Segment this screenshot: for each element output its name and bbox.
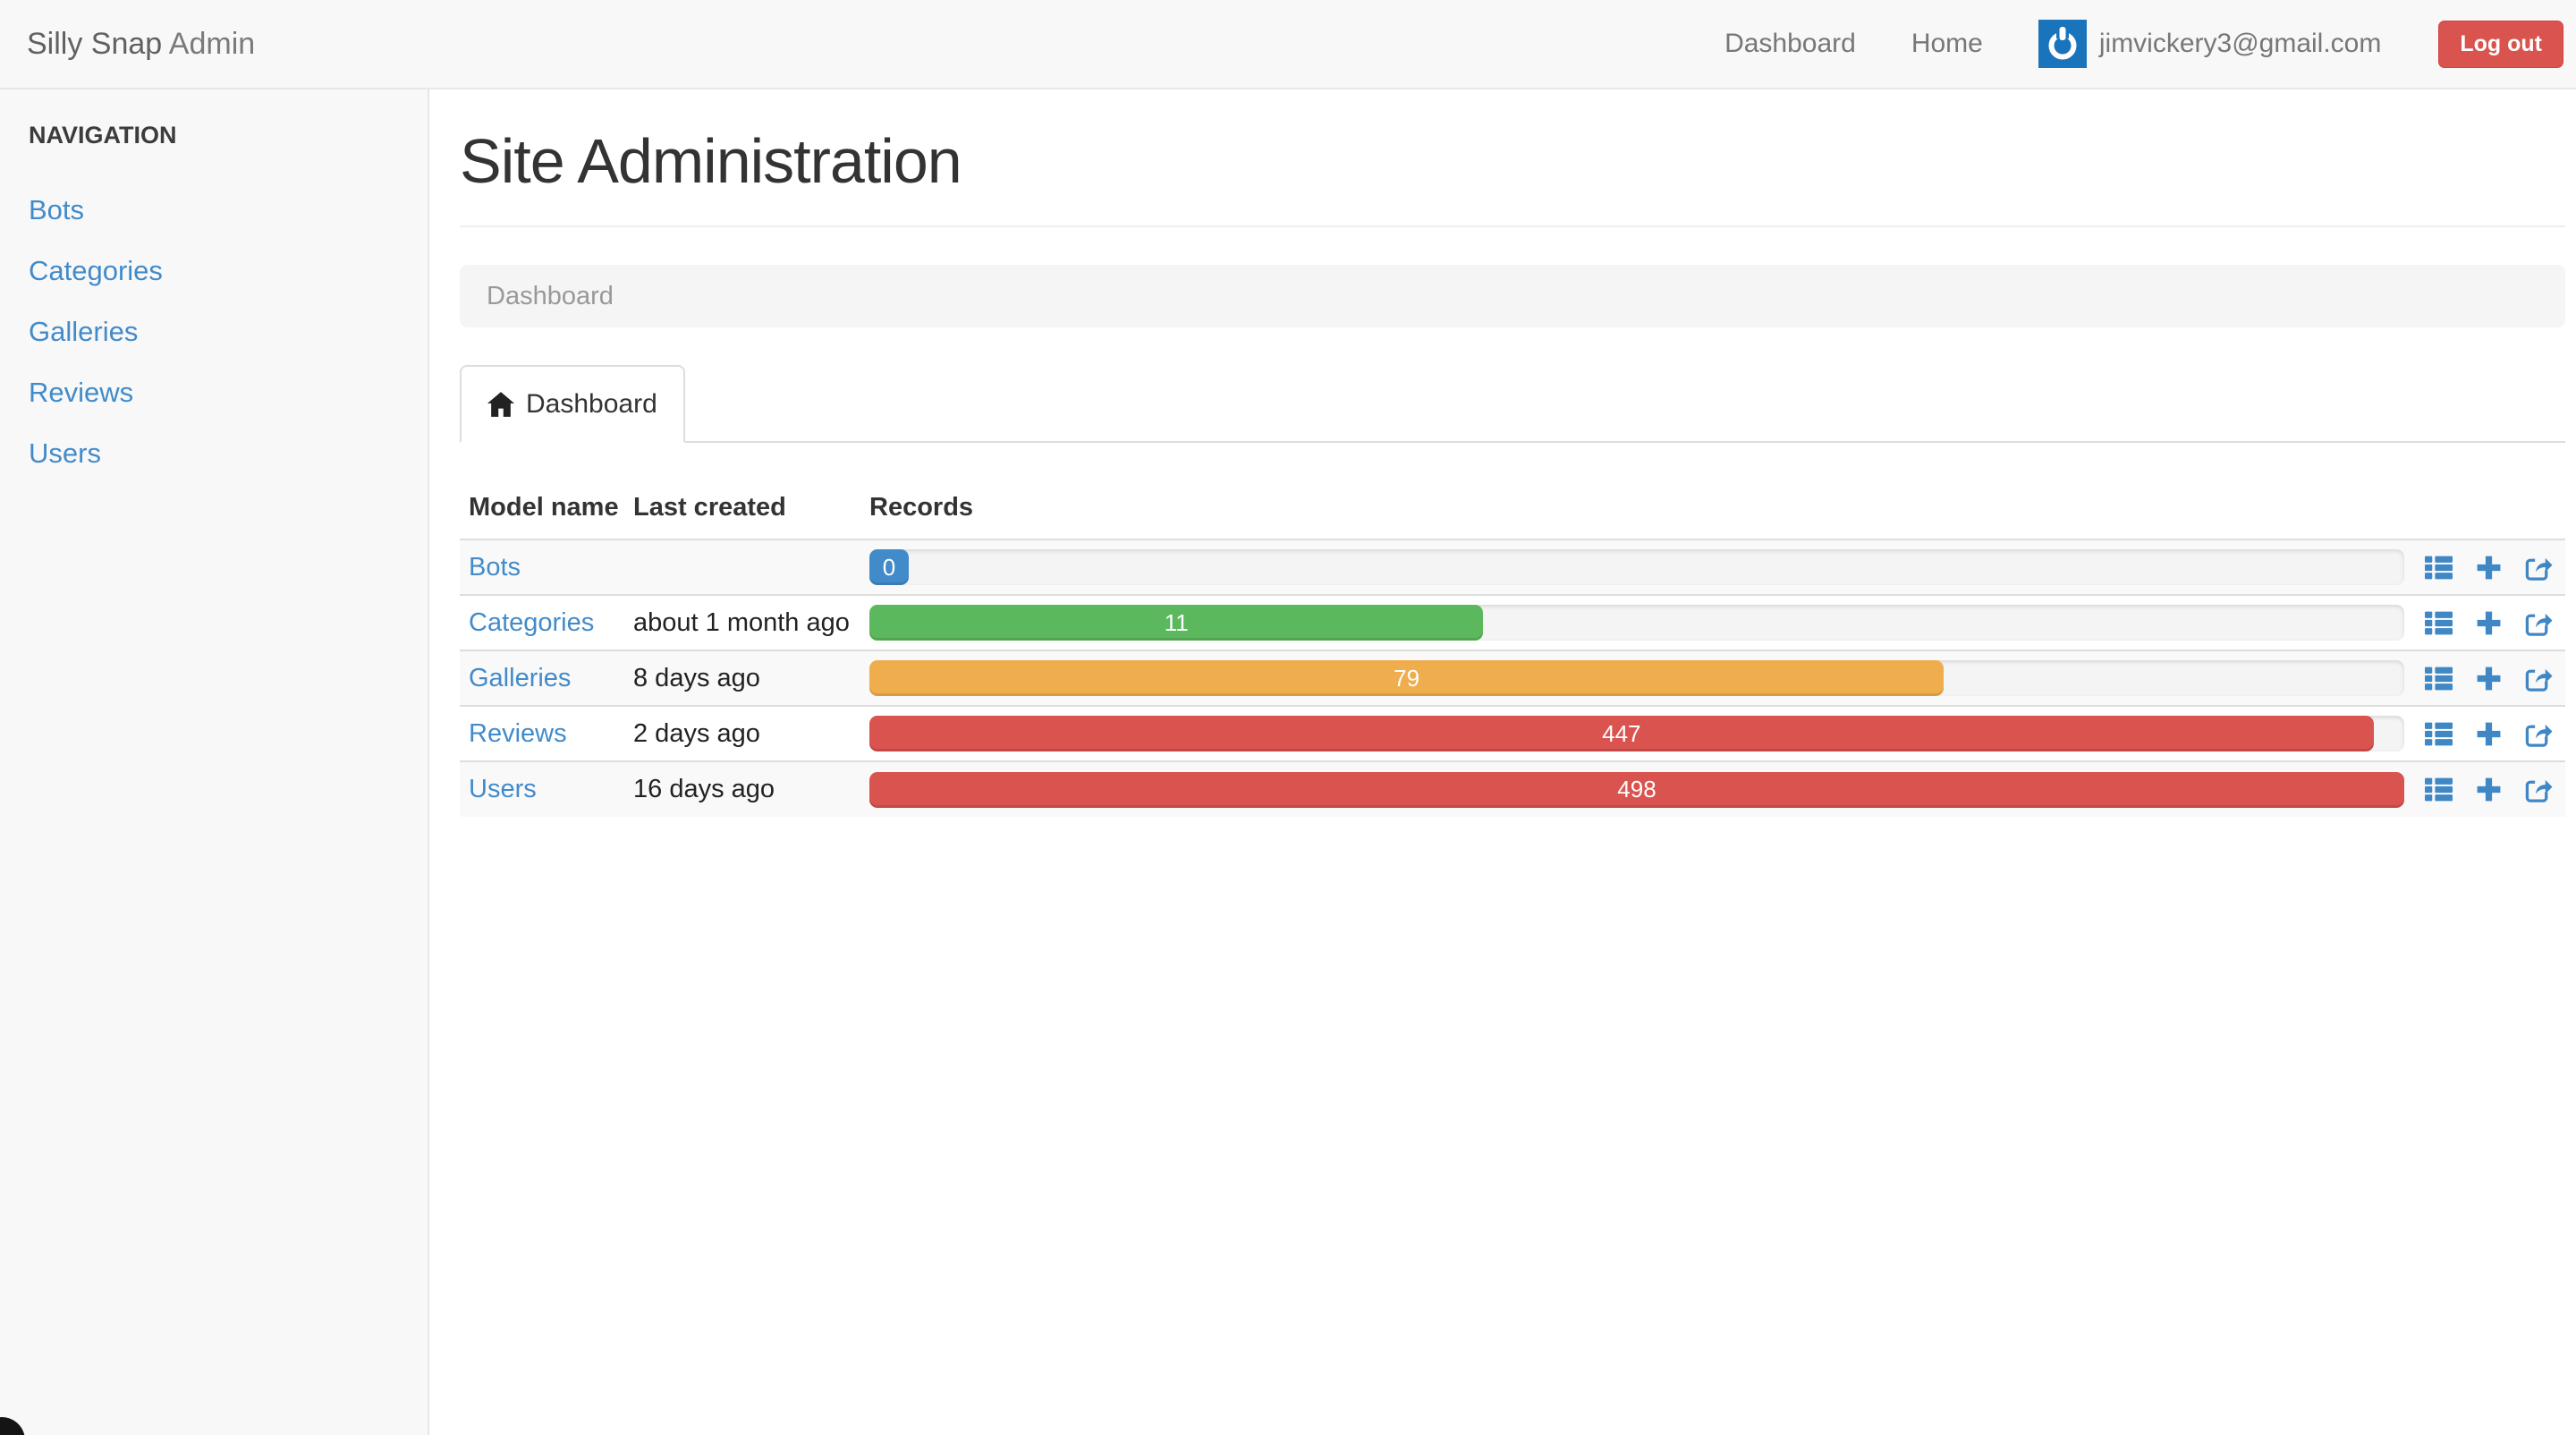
last-created-cell: about 1 month ago	[633, 607, 850, 637]
export-icon[interactable]	[2525, 720, 2553, 748]
export-icon[interactable]	[2525, 665, 2553, 692]
row-actions	[2411, 776, 2565, 803]
records-progress-track: 11	[869, 605, 2404, 641]
list-icon[interactable]	[2425, 665, 2453, 692]
add-icon[interactable]	[2475, 554, 2503, 582]
sidebar-item-users-link[interactable]: Users	[29, 437, 101, 469]
sidebar-item-reviews-link[interactable]: Reviews	[29, 377, 134, 408]
records-bar: 447	[869, 716, 2374, 751]
model-link[interactable]: Galleries	[469, 663, 572, 692]
row-actions	[2411, 554, 2565, 582]
add-icon[interactable]	[2475, 776, 2503, 803]
topnav: Dashboard Home jimvickery3@gmail.com Log…	[1724, 20, 2563, 68]
sidebar-item-reviews[interactable]: Reviews	[29, 362, 428, 423]
model-link[interactable]: Categories	[469, 607, 595, 637]
sidebar-item-galleries-link[interactable]: Galleries	[29, 316, 139, 347]
last-created-cell: 8 days ago	[633, 663, 760, 692]
list-icon[interactable]	[2425, 776, 2453, 803]
records-table-body: Bots 0	[460, 539, 2565, 817]
records-bar: 498	[869, 771, 2404, 808]
export-icon[interactable]	[2525, 609, 2553, 637]
sidebar: NAVIGATION Bots Categories Galleries Rev…	[0, 89, 429, 1435]
table-row: Users 16 days ago 498	[460, 761, 2565, 817]
page-title: Site Administration	[460, 126, 962, 196]
breadcrumb: Dashboard	[460, 265, 2565, 327]
avatar	[2038, 20, 2087, 68]
user-email: jimvickery3@gmail.com	[2098, 29, 2382, 58]
sidebar-item-categories[interactable]: Categories	[29, 241, 428, 301]
brand-suffix: Admin	[168, 26, 256, 61]
records-progress-track: 0	[869, 549, 2404, 585]
table-row: Galleries 8 days ago 79	[460, 650, 2565, 706]
brand: Silly Snap Admin	[27, 27, 255, 62]
model-link[interactable]: Reviews	[469, 718, 567, 748]
list-icon[interactable]	[2425, 554, 2453, 582]
sidebar-nav: Bots Categories Galleries Reviews Users	[29, 180, 428, 484]
logout-button[interactable]: Log out	[2438, 20, 2563, 68]
home-icon	[487, 391, 514, 417]
add-icon[interactable]	[2475, 609, 2503, 637]
records-bar: 79	[869, 660, 1945, 696]
add-icon[interactable]	[2475, 720, 2503, 748]
column-header-actions	[2411, 443, 2565, 539]
topnav-link-home[interactable]: Home	[1911, 29, 1983, 58]
table-row: Reviews 2 days ago 447	[460, 706, 2565, 761]
list-icon[interactable]	[2425, 720, 2453, 748]
table-row: Categories about 1 month ago 11	[460, 595, 2565, 650]
tab-bar: Dashboard	[460, 365, 2565, 443]
list-icon[interactable]	[2425, 609, 2453, 637]
brand-name: Silly Snap	[27, 26, 163, 61]
title-divider	[460, 225, 2565, 227]
records-bar: 0	[869, 549, 909, 585]
column-header-model-name: Model name	[469, 493, 619, 522]
top-navbar: Silly Snap Admin Dashboard Home jimvicke…	[0, 0, 2576, 89]
table-row: Bots 0	[460, 539, 2565, 595]
sidebar-item-users[interactable]: Users	[29, 423, 428, 484]
records-progress-track: 447	[869, 716, 2404, 751]
column-header-last-created: Last created	[633, 493, 786, 522]
main-content: Site Administration Dashboard Dashboard …	[429, 89, 2576, 1435]
records-table-header: Model name Last created Records	[460, 443, 2565, 539]
row-actions	[2411, 665, 2565, 692]
export-icon[interactable]	[2525, 776, 2553, 803]
model-link[interactable]: Users	[469, 775, 537, 803]
sidebar-item-categories-link[interactable]: Categories	[29, 255, 163, 286]
records-progress-track: 498	[869, 771, 2404, 808]
sidebar-item-bots[interactable]: Bots	[29, 180, 428, 241]
last-created-cell	[624, 539, 860, 595]
row-actions	[2411, 720, 2565, 748]
sidebar-item-galleries[interactable]: Galleries	[29, 301, 428, 362]
sidebar-item-bots-link[interactable]: Bots	[29, 194, 85, 225]
records-bar: 11	[869, 605, 1484, 641]
last-created-cell: 16 days ago	[633, 775, 775, 803]
records-progress-track: 79	[869, 660, 2404, 696]
column-header-records: Records	[869, 493, 974, 522]
model-link[interactable]: Bots	[469, 552, 521, 582]
add-icon[interactable]	[2475, 665, 2503, 692]
tab-dashboard-label: Dashboard	[526, 388, 657, 419]
records-table: Model name Last created Records Bots 0	[460, 443, 2565, 817]
export-icon[interactable]	[2525, 554, 2553, 582]
sidebar-header: NAVIGATION	[29, 122, 177, 149]
power-icon	[2038, 20, 2087, 68]
last-created-cell: 2 days ago	[633, 718, 760, 748]
breadcrumb-item-dashboard: Dashboard	[487, 281, 614, 310]
row-actions	[2411, 609, 2565, 637]
tab-dashboard[interactable]: Dashboard	[460, 365, 685, 443]
topnav-link-dashboard[interactable]: Dashboard	[1724, 29, 1856, 58]
